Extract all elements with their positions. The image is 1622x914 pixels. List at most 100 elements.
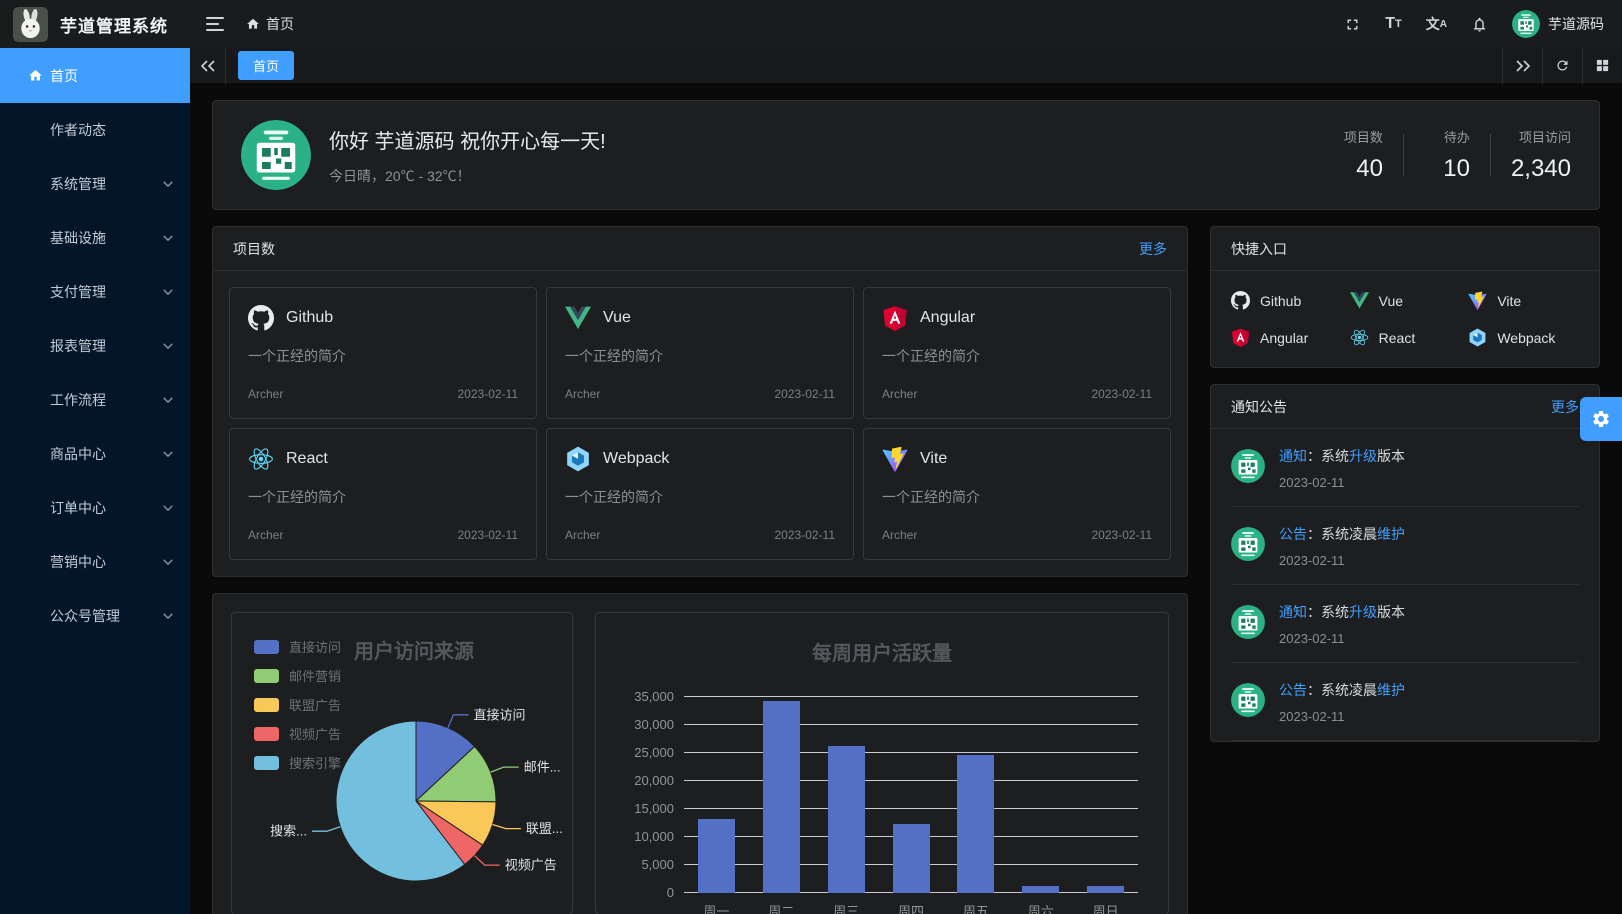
y-axis-tick-label: 15,000 xyxy=(634,801,674,816)
sidebar-item-1[interactable]: 作者动态 xyxy=(0,103,190,157)
logo-area[interactable]: 芋道管理系统 xyxy=(0,6,190,42)
project-date: 2023-02-11 xyxy=(457,387,519,401)
bar[interactable] xyxy=(827,745,865,893)
project-date: 2023-02-11 xyxy=(1091,528,1153,542)
bar-column-周二[interactable] xyxy=(749,701,814,893)
bar-column-周一[interactable] xyxy=(684,818,749,893)
bell-icon[interactable] xyxy=(1471,16,1488,33)
pie-legend-item[interactable]: 视频广告 xyxy=(254,724,341,743)
app-title: 芋道管理系统 xyxy=(60,16,168,36)
bar[interactable] xyxy=(1022,885,1060,893)
fullscreen-icon[interactable] xyxy=(1344,16,1361,33)
bar-column-周六[interactable] xyxy=(1008,885,1073,893)
breadcrumb[interactable]: 首页 xyxy=(246,14,294,34)
project-card-react[interactable]: React 一个正经的简介 Archer 2023-02-11 xyxy=(229,428,537,560)
bar-chart-plot[interactable]: 0 5,000 10,000 15,000 20,000 25,000 30,000 35,0… xyxy=(634,689,1138,900)
menu-collapse-icon[interactable] xyxy=(206,16,224,32)
shortcut-vue[interactable]: Vue xyxy=(1349,291,1461,310)
legend-swatch xyxy=(254,639,279,654)
refresh-icon[interactable] xyxy=(1542,47,1582,84)
shortcut-angular[interactable]: Angular xyxy=(1231,328,1342,347)
tab-home[interactable]: 首页 xyxy=(238,51,295,80)
shortcut-github[interactable]: Github xyxy=(1231,291,1342,310)
shortcuts-panel: 快捷入口 Github Vue Vite Angular React Webpack xyxy=(1210,226,1600,368)
projects-more-link[interactable]: 更多 xyxy=(1139,240,1167,257)
project-footer: Archer 2023-02-11 xyxy=(882,387,1152,401)
user-menu[interactable]: 芋道源码 xyxy=(1512,10,1604,38)
sidebar-item-7[interactable]: 商品中心 xyxy=(0,427,190,481)
stat-value: 2,340 xyxy=(1510,155,1571,182)
tabs-scroll-left-button[interactable] xyxy=(190,47,226,84)
bar[interactable] xyxy=(697,818,735,893)
project-card-angular[interactable]: Angular 一个正经的简介 Archer 2023-02-11 xyxy=(863,287,1171,419)
sidebar-item-8[interactable]: 订单中心 xyxy=(0,481,190,535)
notice-date: 2023-02-11 xyxy=(1279,475,1345,490)
bar[interactable] xyxy=(1087,885,1125,893)
project-card-vite[interactable]: Vite 一个正经的简介 Archer 2023-02-11 xyxy=(863,428,1171,560)
bar-column-周五[interactable] xyxy=(943,755,1008,893)
gridline xyxy=(684,696,1138,697)
sidebar-item-6[interactable]: 工作流程 xyxy=(0,373,190,427)
pie-legend-item[interactable]: 直接访问 xyxy=(254,637,341,656)
bar-column-周四[interactable] xyxy=(879,823,944,893)
sidebar-item-2[interactable]: 系统管理 xyxy=(0,157,190,211)
project-card-head: Github xyxy=(248,305,518,331)
notice-item[interactable]: 公告：系统凌晨维护 2023-02-11 xyxy=(1231,663,1579,741)
x-axis-tick-label: 周三 xyxy=(833,904,860,914)
bar-column-周日[interactable] xyxy=(1073,885,1138,893)
sidebar-item-10[interactable]: 公众号管理 xyxy=(0,589,190,643)
sidebar-item-5[interactable]: 报表管理 xyxy=(0,319,190,373)
y-axis-tick-label: 25,000 xyxy=(634,745,674,760)
project-card-head: React xyxy=(248,446,518,472)
project-card-head: Vite xyxy=(882,446,1152,472)
project-name: Github xyxy=(286,309,334,326)
project-card-vue[interactable]: Vue 一个正经的简介 Archer 2023-02-11 xyxy=(546,287,854,419)
project-card-webpack[interactable]: Webpack 一个正经的简介 Archer 2023-02-11 xyxy=(546,428,854,560)
project-name: Angular xyxy=(920,309,976,326)
project-date: 2023-02-11 xyxy=(1091,387,1153,401)
bar[interactable] xyxy=(762,701,800,893)
pie-legend-item[interactable]: 搜索引擎 xyxy=(254,753,341,772)
bar-column-周三[interactable] xyxy=(814,745,879,893)
vue-icon xyxy=(1349,291,1369,310)
project-card-head: Vue xyxy=(565,305,835,331)
pie-chart[interactable]: 直接访问 邮件... 联盟... 视频广告 搜索... xyxy=(232,613,574,914)
notice-item[interactable]: 通知：系统升级版本 2023-02-11 xyxy=(1231,429,1579,507)
shortcut-react[interactable]: React xyxy=(1350,328,1461,347)
sidebar-item-3[interactable]: 基础设施 xyxy=(0,211,190,265)
pie-legend-item[interactable]: 联盟广告 xyxy=(254,695,341,714)
tabbar: 首页 xyxy=(190,47,1622,84)
notice-title-part: ：系统凌晨 xyxy=(1307,526,1377,542)
shortcut-webpack[interactable]: Webpack xyxy=(1468,328,1579,347)
notice-item[interactable]: 通知：系统升级版本 2023-02-11 xyxy=(1231,585,1579,663)
project-card-github[interactable]: Github 一个正经的简介 Archer 2023-02-11 xyxy=(229,287,537,419)
weather-text: 今日晴，20℃ - 32℃！ xyxy=(329,167,471,184)
x-axis-tick-label: 周四 xyxy=(898,904,925,914)
pie-legend-item[interactable]: 邮件营销 xyxy=(254,666,341,685)
sidebar-item-9[interactable]: 营销中心 xyxy=(0,535,190,589)
layout-grid-icon[interactable] xyxy=(1582,47,1622,84)
notice-avatar xyxy=(1231,449,1265,483)
project-footer: Archer 2023-02-11 xyxy=(248,387,518,401)
notices-panel: 通知公告 更多 通知：系统升级版本 2023-02-11 公告：系统凌晨维护 2023… xyxy=(1210,384,1600,742)
vite-icon xyxy=(882,446,908,472)
sidebar-item-4[interactable]: 支付管理 xyxy=(0,265,190,319)
project-author: Archer xyxy=(565,528,601,542)
angular-icon xyxy=(882,305,908,331)
tabs-scroll-right-button[interactable] xyxy=(1502,47,1542,84)
bar[interactable] xyxy=(957,755,995,893)
project-desc: 一个正经的简介 xyxy=(565,489,663,505)
notice-item[interactable]: 公告：系统凌晨维护 2023-02-11 xyxy=(1231,507,1579,585)
theme-settings-button[interactable] xyxy=(1580,397,1622,441)
welcome-banner: 你好 芋道源码 祝你开心每一天! 今日晴，20℃ - 32℃！ 项目数 40 待办 1… xyxy=(212,100,1600,210)
bar[interactable] xyxy=(892,823,930,893)
stat-item: 项目访问 2,340 xyxy=(1511,127,1571,183)
shortcut-vite[interactable]: Vite xyxy=(1468,291,1579,310)
sidebar-item-label: 支付管理 xyxy=(50,284,106,300)
home-icon xyxy=(246,17,260,31)
sidebar-item-home[interactable]: 首页 xyxy=(0,48,190,103)
gridline xyxy=(684,780,1138,781)
notices-more-link[interactable]: 更多 xyxy=(1551,398,1579,415)
